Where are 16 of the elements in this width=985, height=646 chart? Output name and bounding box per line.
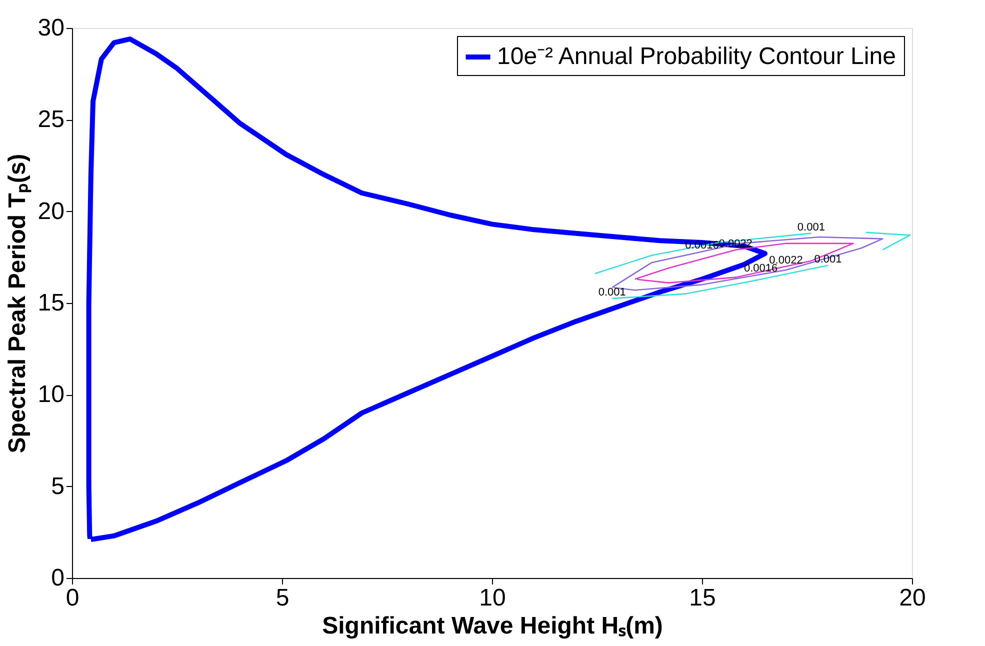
x-tick-label: 15 (689, 584, 716, 612)
x-tick-label: 10 (479, 584, 506, 612)
y-tick-label: 5 (51, 472, 64, 500)
y-tick-label: 0 (51, 564, 64, 592)
annotation: 0.001 (598, 286, 626, 298)
y-tick-label: 15 (38, 290, 64, 316)
legend-label: 10e⁻² Annual Probability Contour Line (497, 43, 896, 70)
annotation: 0.001 (797, 221, 825, 234)
x-axis-title: Significant Wave Height Hₛ(m) (322, 612, 663, 640)
x-tick-label: 5 (276, 584, 290, 612)
y-tick-label: 10 (38, 381, 64, 408)
y-tick-label: 20 (38, 198, 64, 225)
x-tick-label: 20 (899, 584, 926, 612)
y-axis-title: Spectral Peak Period Tₚ(s) (4, 154, 32, 454)
y-tick-label: 30 (38, 14, 64, 42)
y-tick-label: 25 (38, 106, 64, 134)
